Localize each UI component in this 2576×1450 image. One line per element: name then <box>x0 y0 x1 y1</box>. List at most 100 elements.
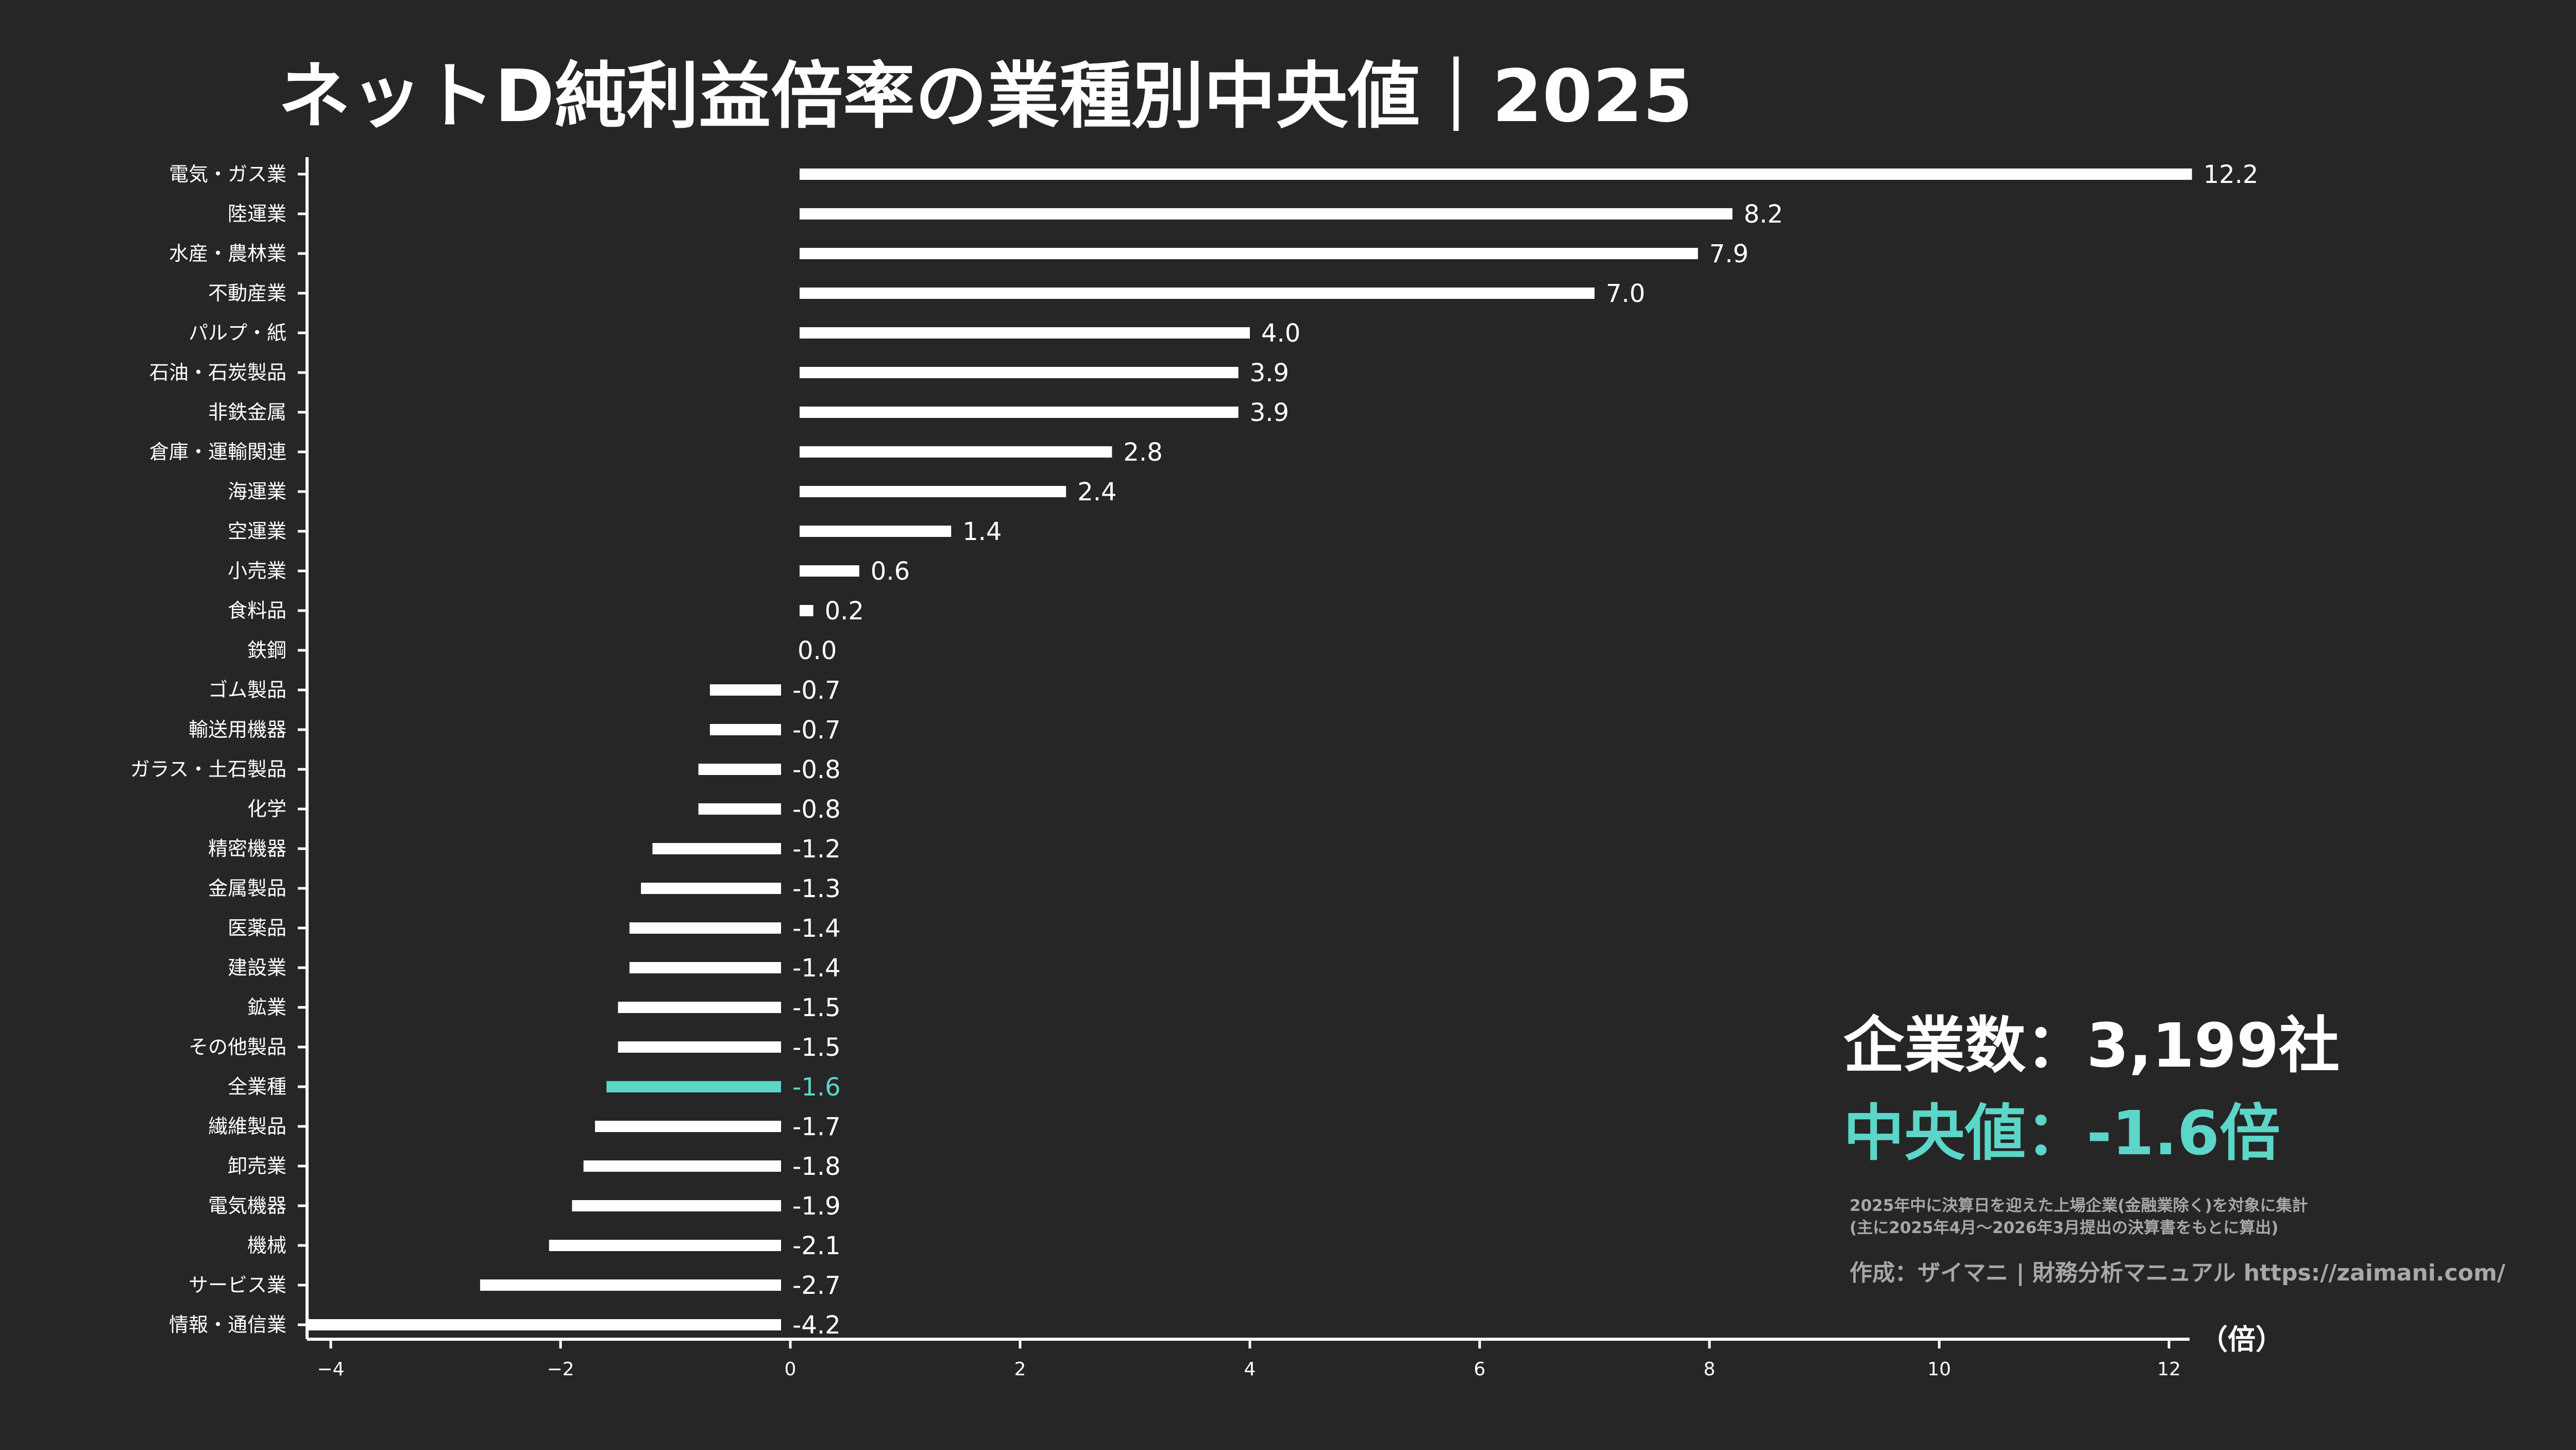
bar <box>800 248 1698 259</box>
bar <box>800 208 1733 220</box>
bar <box>800 327 1250 339</box>
bar <box>652 843 781 854</box>
category-label: 情報・通信業 <box>169 1313 286 1336</box>
x-tick-label: 12 <box>2157 1359 2181 1380</box>
bar <box>698 764 781 775</box>
bar <box>595 1121 781 1132</box>
x-tick-label: 0 <box>785 1359 796 1380</box>
bar <box>629 962 781 973</box>
x-tick-label: 4 <box>1244 1359 1256 1380</box>
bar <box>572 1200 781 1211</box>
category-label: 鉱業 <box>247 996 286 1019</box>
bar <box>800 446 1112 458</box>
value-label: -0.8 <box>792 755 841 784</box>
median-value: 中央値：-1.6倍 <box>1843 1098 2280 1169</box>
category-label: 陸運業 <box>228 203 286 225</box>
category-label: 海運業 <box>228 480 286 503</box>
category-label: 空運業 <box>228 520 286 543</box>
bar <box>709 724 781 735</box>
category-label: ガラス・土石製品 <box>130 758 286 781</box>
value-label: -1.6 <box>792 1073 841 1102</box>
value-label: -1.4 <box>792 954 841 983</box>
category-label: パルプ・紙 <box>189 322 286 344</box>
bar <box>800 605 814 616</box>
category-label: 全業種 <box>228 1075 286 1098</box>
value-label: -0.8 <box>792 795 841 824</box>
axes: −4 −2 0 2 4 6 8 10 12 電気・ガス業陸運業水産・農林業不動産業パルプ・紙石油・… <box>130 157 2190 1380</box>
value-label: 0.2 <box>825 597 864 626</box>
company-count: 企業数：3,199社 <box>1843 1010 2340 1081</box>
value-label: -1.4 <box>792 914 841 943</box>
bar-highlight <box>606 1081 781 1092</box>
category-label: 水産・農林業 <box>169 242 286 265</box>
bar <box>709 684 781 696</box>
x-tick-label: −2 <box>547 1359 574 1380</box>
value-label: 2.8 <box>1123 438 1162 467</box>
note-line-2: (主に2025年4月〜2026年3月提出の決算書をもとに算出) <box>1850 1219 2278 1237</box>
category-label: 不動産業 <box>208 282 286 305</box>
value-label: -1.9 <box>792 1192 841 1221</box>
value-label: -0.7 <box>792 676 841 705</box>
category-label: ゴム製品 <box>208 679 286 701</box>
value-label: 3.9 <box>1250 398 1289 427</box>
category-label: 金属製品 <box>208 877 286 900</box>
bar <box>800 288 1595 299</box>
bar <box>800 486 1066 497</box>
category-label: 精密機器 <box>208 837 286 860</box>
value-label: -0.7 <box>792 716 841 745</box>
bar <box>549 1240 781 1251</box>
bar <box>641 883 781 894</box>
category-label: 建設業 <box>228 956 286 979</box>
value-label: -1.5 <box>792 1033 841 1062</box>
bar <box>480 1279 781 1291</box>
bar <box>800 367 1239 378</box>
bar <box>800 526 952 537</box>
value-label: 2.4 <box>1077 478 1116 507</box>
category-label: 鉄鋼 <box>247 639 286 662</box>
bar <box>800 168 2192 180</box>
bars: 12.2 8.2 7.9 7.0 4.0 3.9 3.9 2.82.4 1.4 0.60.2 0.0… <box>308 160 2258 1340</box>
value-label: 8.2 <box>1744 200 1783 229</box>
category-label: その他製品 <box>189 1036 286 1058</box>
x-axis-unit-label: （倍） <box>2200 1323 2283 1356</box>
category-label: サービス業 <box>189 1274 286 1296</box>
value-label: 7.0 <box>1606 279 1645 308</box>
x-tick-label: 8 <box>1704 1359 1716 1380</box>
category-label: 繊維製品 <box>208 1115 286 1138</box>
bar <box>800 565 859 577</box>
value-label: 12.2 <box>2204 160 2259 189</box>
bar <box>618 1041 781 1053</box>
bar <box>308 1319 781 1330</box>
bar <box>800 407 1239 418</box>
bar <box>618 1002 781 1013</box>
credit-text: 作成：ザイマニ | 財務分析マニュアル https://zaimani.com/ <box>1850 1260 2506 1286</box>
category-label: 化学 <box>247 798 286 820</box>
category-label: 倉庫・運輸関連 <box>149 441 286 463</box>
value-label: -1.3 <box>792 874 841 903</box>
value-label: -1.2 <box>792 835 841 864</box>
x-tick-label: 10 <box>1927 1359 1951 1380</box>
x-tick-label: 6 <box>1474 1359 1486 1380</box>
value-label: 1.4 <box>962 517 1002 546</box>
chart-title: ネットD純利益倍率の業種別中央値｜2025 <box>278 55 1693 139</box>
category-label: 電気・ガス業 <box>169 163 286 186</box>
value-label: -1.8 <box>792 1152 841 1181</box>
category-label: 非鉄金属 <box>208 401 286 424</box>
category-label: 輸送用機器 <box>189 718 286 741</box>
value-label: 0.6 <box>871 557 910 586</box>
x-tick-label: −4 <box>317 1359 344 1380</box>
value-label: -1.5 <box>792 993 841 1022</box>
value-label: -2.1 <box>792 1232 841 1260</box>
bar <box>583 1160 781 1172</box>
value-label: -2.7 <box>792 1271 841 1300</box>
x-tick-label: 2 <box>1014 1359 1026 1380</box>
category-label: 食料品 <box>228 599 286 622</box>
bar <box>629 922 781 934</box>
value-label: -4.2 <box>792 1311 841 1340</box>
bar <box>698 803 781 815</box>
category-label: 医薬品 <box>228 917 286 939</box>
value-label: -1.7 <box>792 1112 841 1141</box>
value-label: 0.0 <box>798 636 837 665</box>
value-label: 7.9 <box>1709 240 1749 268</box>
